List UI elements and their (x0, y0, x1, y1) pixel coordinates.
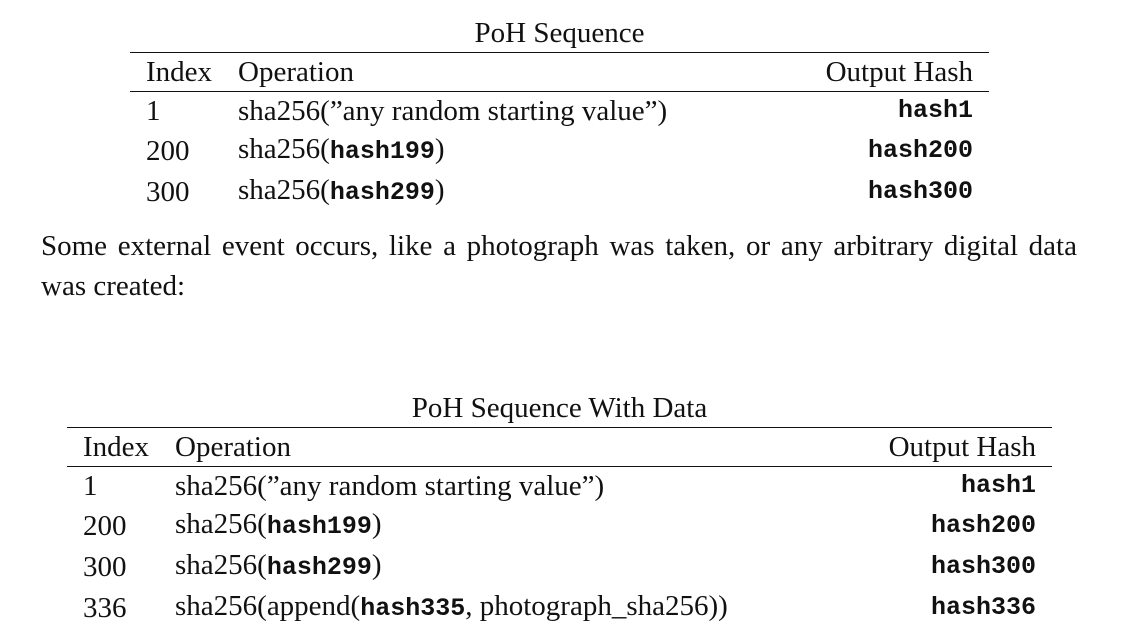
row-index: 200 (146, 134, 190, 167)
row-index: 200 (83, 509, 127, 542)
row-operation: sha256(append(hash335, photograph_sha256… (175, 587, 852, 628)
operation-text: sha256( (175, 508, 267, 540)
operation-hash-code: hash335 (360, 594, 466, 623)
poh-sequence-table-block: PoH Sequence Index Operation Output Hash… (130, 16, 989, 212)
row-output-hash: hash200 (930, 510, 1036, 540)
operation-hash-code: hash299 (266, 553, 372, 582)
row-operation: sha256(hash299) (175, 546, 852, 587)
poh-sequence-table: Index Operation Output Hash 1 sha256(”an… (130, 52, 989, 212)
row-output-hash: hash1 (897, 96, 973, 125)
row-output-hash: hash336 (930, 592, 1036, 622)
operation-text: sha256(append( (175, 590, 361, 622)
row-operation: sha256(”any random starting value”) (175, 467, 852, 506)
operation-text-end: ) (434, 174, 445, 206)
row-output-hash: hash300 (930, 551, 1036, 581)
column-header-output-hash: Output Hash (888, 431, 1036, 463)
operation-hash-code: hash299 (329, 178, 435, 207)
table-row: 1 sha256(”any random starting value”) ha… (67, 466, 1052, 506)
row-index: 1 (146, 95, 161, 127)
row-output-hash: hash300 (867, 176, 973, 206)
row-index: 300 (83, 550, 127, 583)
operation-text: sha256(”any random starting value”) (238, 95, 668, 127)
operation-hash-code: hash199 (266, 512, 372, 541)
operation-text: sha256(”any random starting value”) (175, 470, 605, 502)
poh-sequence-with-data-table: Index Operation Output Hash 1 sha256(”an… (67, 427, 1052, 628)
operation-text-end: ) (371, 508, 382, 540)
column-header-output-hash: Output Hash (825, 56, 973, 88)
row-output-hash: hash200 (867, 135, 973, 165)
row-operation: sha256(hash199) (175, 505, 852, 546)
body-paragraph: Some external event occurs, like a photo… (41, 230, 1077, 302)
poh-sequence-with-data-table-block: PoH Sequence With Data Index Operation O… (67, 391, 1052, 628)
column-header-index: Index (146, 56, 213, 88)
column-header-operation: Operation (175, 431, 291, 463)
table-row: 300 sha256(hash299) hash300 (67, 546, 1052, 587)
column-header-index: Index (83, 431, 150, 463)
row-index: 300 (146, 175, 190, 208)
operation-hash-code: hash199 (329, 137, 435, 166)
row-operation: sha256(hash299) (238, 171, 782, 212)
table-row: 1 sha256(”any random starting value”) ha… (130, 91, 989, 131)
row-operation: sha256(hash199) (238, 130, 782, 171)
operation-text: sha256( (175, 549, 267, 581)
table-row: 336 sha256(append(hash335, photograph_sh… (67, 587, 1052, 628)
column-header-operation: Operation (238, 56, 354, 88)
operation-text: sha256( (238, 174, 330, 206)
table-row: 300 sha256(hash299) hash300 (130, 171, 989, 212)
operation-text-end: ) (371, 549, 382, 581)
row-operation: sha256(”any random starting value”) (238, 92, 782, 131)
row-index: 336 (83, 591, 127, 624)
operation-text-end: ) (434, 133, 445, 165)
table-caption: PoH Sequence With Data (411, 392, 708, 424)
operation-text: sha256( (238, 133, 330, 165)
table-row: 200 sha256(hash199) hash200 (130, 130, 989, 171)
operation-text-end: , photograph_sha256)) (465, 590, 728, 622)
table-row: 200 sha256(hash199) hash200 (67, 505, 1052, 546)
row-index: 1 (83, 470, 98, 502)
row-output-hash: hash1 (960, 471, 1036, 500)
table-caption: PoH Sequence (474, 17, 645, 49)
